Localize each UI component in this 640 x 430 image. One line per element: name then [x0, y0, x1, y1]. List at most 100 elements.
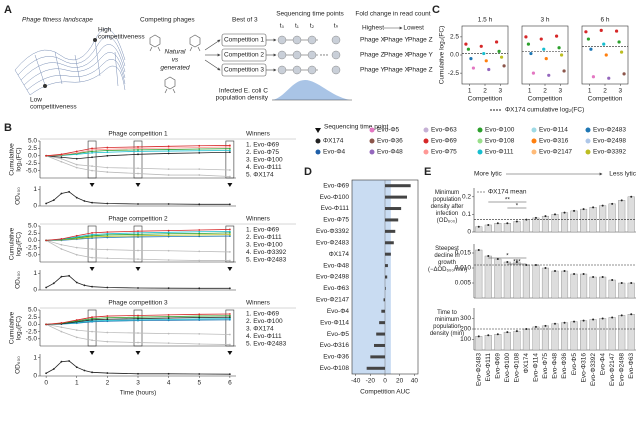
- series-point: [106, 372, 109, 374]
- scatter-point: [554, 34, 559, 38]
- c-caption: ΦX174 cumulative log₂(FC): [505, 107, 584, 114]
- series-point: [137, 258, 139, 261]
- bar: [513, 221, 521, 233]
- chart-title: 6 h: [600, 17, 609, 24]
- series-point: [91, 285, 93, 288]
- x-tick-label: 2: [603, 88, 607, 95]
- y-tick-label: Evo-Φ69: [323, 182, 349, 189]
- time-point-marker: [227, 351, 233, 355]
- winner: 5. Evo-Φ2483: [246, 257, 287, 264]
- panel-label: D: [304, 166, 312, 178]
- series-point: [45, 154, 48, 157]
- series-point: [167, 315, 170, 318]
- y-tick-label: -2.5: [26, 328, 38, 335]
- y-tick-label: Evo-Φ48: [323, 262, 349, 269]
- series-point: [167, 249, 170, 252]
- series-point: [228, 314, 231, 317]
- bar: [580, 273, 588, 299]
- series-point: [228, 175, 231, 178]
- bar-point: [544, 324, 547, 327]
- bar: [541, 325, 550, 351]
- y-tick-label: 0: [33, 373, 37, 380]
- bar-point: [601, 276, 604, 278]
- series-point: [106, 154, 109, 157]
- legend-label: Evo-Φ316: [539, 138, 569, 145]
- phage-icons: [149, 34, 201, 94]
- y-tick-label: 0: [33, 203, 37, 210]
- x-tick-label: Evo-Φ63: [628, 353, 635, 379]
- series-point: [75, 166, 78, 169]
- series-point: [106, 248, 109, 251]
- bar: [385, 252, 391, 256]
- bar: [385, 207, 402, 211]
- scatter-point: [557, 46, 561, 50]
- winner: 2. Evo-Φ100: [246, 318, 283, 325]
- legend-label: Evo-Φ111: [485, 149, 514, 156]
- scatter-point: [562, 69, 566, 73]
- y-tick-label: -2.5: [448, 70, 460, 77]
- series-point: [75, 157, 78, 160]
- legend-swatch: [423, 149, 429, 155]
- winner: 1. Evo-Φ69: [246, 227, 279, 234]
- series-point: [167, 203, 170, 205]
- legend-label: Evo-Φ5: [377, 127, 400, 134]
- series-point: [60, 360, 63, 363]
- winner: 3. Evo-Φ100: [246, 242, 283, 249]
- series-point: [68, 274, 70, 277]
- series-point: [75, 151, 78, 154]
- landscape-low: Low: [30, 97, 42, 104]
- bar: [541, 215, 550, 233]
- y-axis-label: log₂(FC): [16, 316, 23, 340]
- series-point: [60, 326, 63, 329]
- fold-lowest: Lowest: [403, 25, 424, 32]
- series-point: [198, 149, 201, 152]
- x-tick-label: 4: [167, 380, 171, 387]
- bar-point: [592, 318, 595, 321]
- bar: [618, 315, 626, 351]
- panel-label: E: [424, 166, 431, 178]
- scatter-point: [604, 53, 608, 57]
- series-point: [198, 174, 201, 176]
- scatter-point: [539, 37, 543, 41]
- series-point: [91, 151, 93, 154]
- bar-point: [477, 225, 480, 228]
- x-tick-label: 1: [468, 88, 472, 95]
- legend-label: Evo-Φ2498: [593, 138, 626, 145]
- series-point: [137, 314, 139, 317]
- series-point: [137, 147, 139, 150]
- time-point-marker: [89, 267, 95, 271]
- winner: 1. Evo-Φ69: [246, 142, 279, 149]
- series-point: [228, 230, 231, 233]
- bar: [608, 317, 616, 351]
- y-tick-label: 2.5: [28, 145, 37, 152]
- series-point: [228, 147, 231, 150]
- legend-label: Evo-Φ63: [431, 127, 457, 134]
- bar-point: [487, 255, 490, 257]
- y-tick-label: Evo-Φ2498: [316, 274, 349, 281]
- bar: [627, 314, 635, 351]
- bar-point: [620, 282, 623, 284]
- series-point: [106, 146, 109, 149]
- x-tick-label: Evo-Φ75: [542, 353, 549, 379]
- series-point: [167, 259, 170, 261]
- series-point: [198, 316, 201, 319]
- series-point: [91, 371, 93, 374]
- legend-label: Evo-Φ108: [485, 138, 515, 145]
- y-tick-label: 5.0: [28, 223, 37, 230]
- bar: [580, 320, 588, 351]
- y-axis-label: Cumulative: [9, 311, 16, 344]
- bar-point: [563, 211, 566, 214]
- y-axis-label: OD₆₀₀: [15, 271, 22, 289]
- scatter-point: [622, 72, 626, 76]
- series-point: [228, 316, 231, 319]
- y-axis-label: Cumulative: [9, 143, 16, 176]
- best-of: Best of 3: [232, 17, 258, 24]
- bar: [627, 282, 635, 299]
- bar-point: [573, 273, 576, 275]
- fold-cell: Phage Z: [408, 37, 433, 44]
- legend-swatch: [477, 149, 483, 155]
- series-line: [45, 360, 230, 375]
- series-point: [228, 251, 231, 253]
- series-point: [60, 160, 63, 163]
- series-point: [83, 284, 86, 287]
